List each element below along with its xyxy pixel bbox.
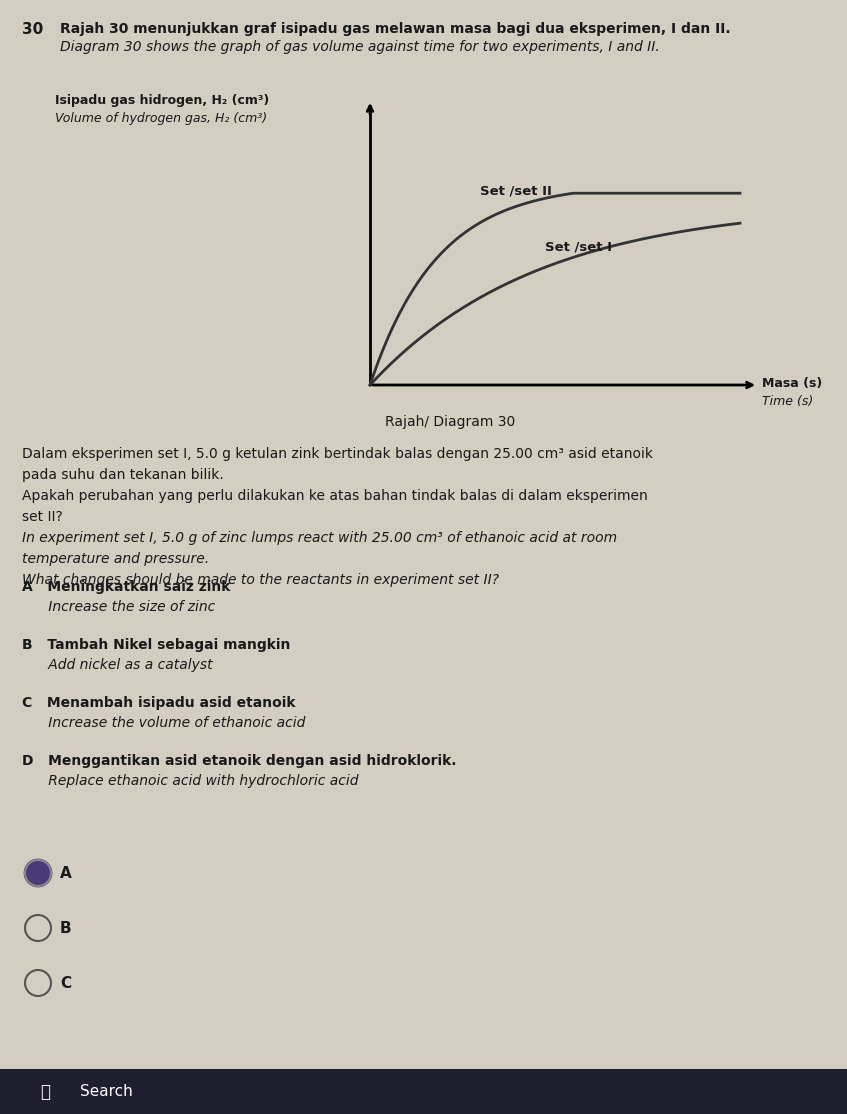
Text: Diagram 30 shows the graph of gas volume against time for two experiments, I and: Diagram 30 shows the graph of gas volume… [60,40,660,53]
Text: Volume of hydrogen gas, H₂ (cm³): Volume of hydrogen gas, H₂ (cm³) [55,113,267,125]
Text: temperature and pressure.: temperature and pressure. [22,553,209,566]
Text: 🔍: 🔍 [40,1083,50,1101]
Text: A: A [60,866,72,881]
Text: Rajah/ Diagram 30: Rajah/ Diagram 30 [385,416,515,429]
Text: Dalam eksperimen set I, 5.0 g ketulan zink bertindak balas dengan 25.00 cm³ asid: Dalam eksperimen set I, 5.0 g ketulan zi… [22,447,653,461]
Text: D   Menggantikan asid etanoik dengan asid hidroklorik.: D Menggantikan asid etanoik dengan asid … [22,754,457,768]
Text: B   Tambah Nikel sebagai mangkin: B Tambah Nikel sebagai mangkin [22,638,291,652]
Text: Search: Search [80,1084,133,1100]
Text: Masa (s): Masa (s) [762,377,822,390]
Text: C   Menambah isipadu asid etanoik: C Menambah isipadu asid etanoik [22,696,296,710]
Text: Time (s): Time (s) [762,395,813,408]
Text: Rajah 30 menunjukkan graf isipadu gas melawan masa bagi dua eksperimen, I dan II: Rajah 30 menunjukkan graf isipadu gas me… [60,22,731,36]
Text: Add nickel as a catalyst: Add nickel as a catalyst [22,658,213,672]
Circle shape [25,860,51,886]
Text: Isipadu gas hidrogen, H₂ (cm³): Isipadu gas hidrogen, H₂ (cm³) [55,94,269,107]
Bar [0,1069,847,1114]
Text: B: B [60,921,72,936]
Text: What changes should be made to the reactants in experiment set II?: What changes should be made to the react… [22,573,499,587]
Text: Apakah perubahan yang perlu dilakukan ke atas bahan tindak balas di dalam eksper: Apakah perubahan yang perlu dilakukan ke… [22,489,648,504]
Text: Replace ethanoic acid with hydrochloric acid: Replace ethanoic acid with hydrochloric … [22,774,358,788]
Text: Increase the size of zinc: Increase the size of zinc [22,600,215,614]
Text: pada suhu dan tekanan bilik.: pada suhu dan tekanan bilik. [22,468,224,482]
Text: C: C [60,976,71,991]
Text: Set /set I: Set /set I [545,240,612,253]
Text: A   Meningkatkan saiz zink: A Meningkatkan saiz zink [22,580,230,594]
Text: set II?: set II? [22,510,63,524]
Text: In experiment set I, 5.0 g of zinc lumps react with 25.00 cm³ of ethanoic acid a: In experiment set I, 5.0 g of zinc lumps… [22,531,617,545]
Text: Set /set II: Set /set II [480,185,552,198]
Text: 30: 30 [22,22,43,37]
Text: Increase the volume of ethanoic acid: Increase the volume of ethanoic acid [22,716,306,730]
